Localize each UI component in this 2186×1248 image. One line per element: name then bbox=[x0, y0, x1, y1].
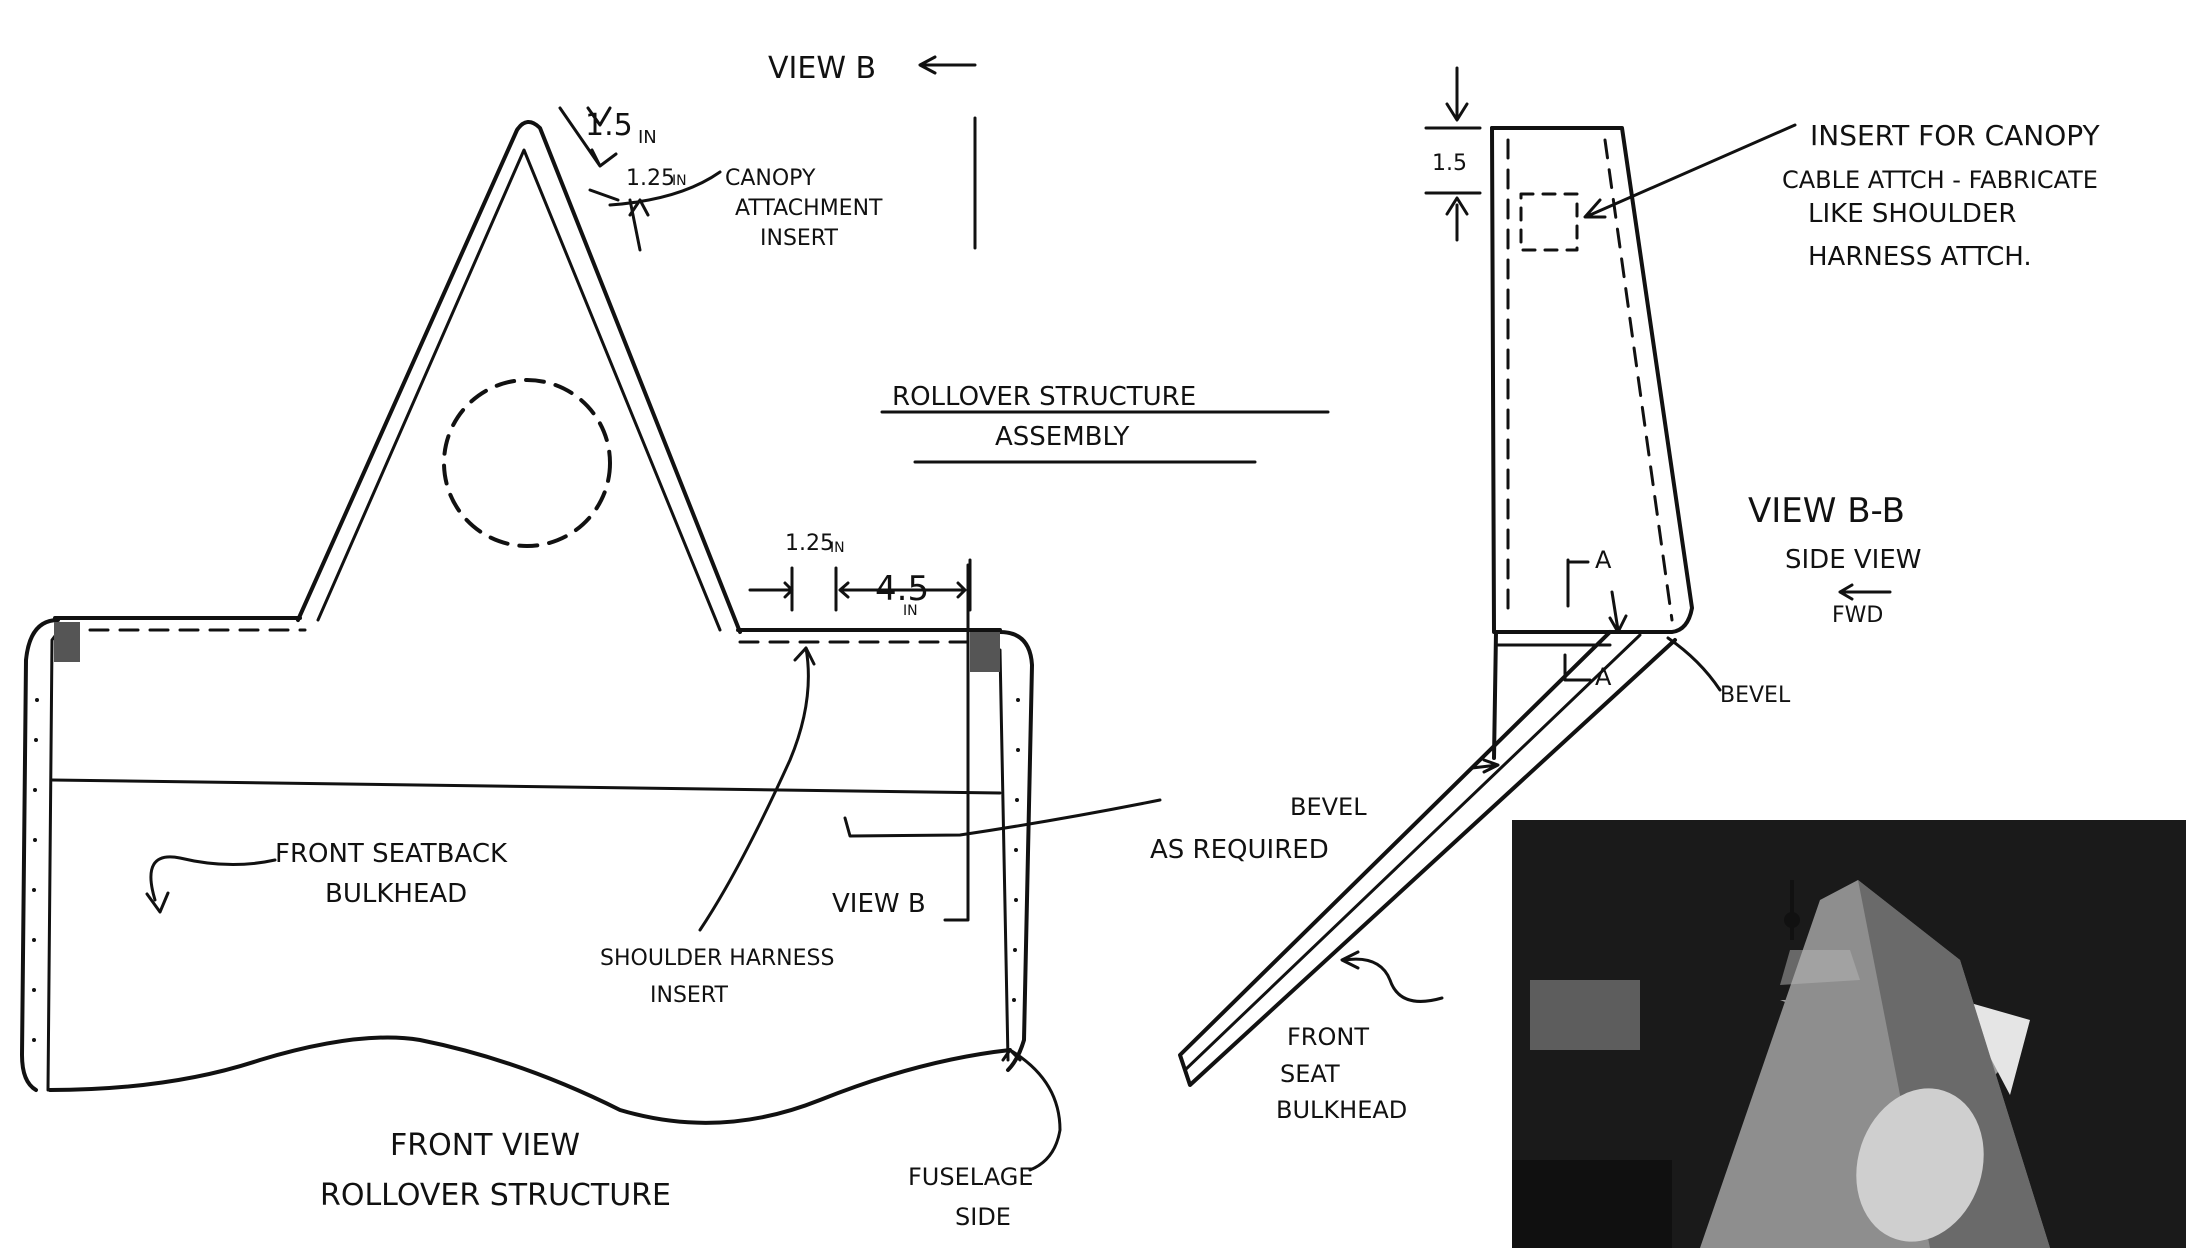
dim-1-25-top-arrow bbox=[588, 188, 650, 252]
view-b-section-line-lower bbox=[943, 563, 970, 922]
side-post-outline bbox=[1490, 126, 1694, 760]
dim-1-25-bottom-label: 1.25 bbox=[785, 531, 834, 556]
assembly-title-line-2: ASSEMBLY bbox=[995, 422, 1130, 452]
front-view bbox=[20, 55, 1330, 1172]
seatback-leader bbox=[149, 855, 277, 902]
front-seat-line-2: SEAT bbox=[1280, 1060, 1340, 1088]
fwd-arrow bbox=[1838, 583, 1892, 601]
bevel-label: BEVEL bbox=[1720, 683, 1791, 708]
photo-inset bbox=[1512, 820, 2186, 1248]
labels: VIEW B 1.5 IN 1.25 IN CANOPY ATTACHMENT … bbox=[275, 51, 2101, 1231]
section-a-bottom-label: A bbox=[1595, 663, 1612, 691]
side-view-caption-2: SIDE VIEW bbox=[1785, 545, 1921, 575]
dim-4-5-label: 4.5 bbox=[875, 569, 929, 609]
bevel-required-line-1: BEVEL bbox=[1290, 793, 1367, 821]
fuselage-side-left bbox=[20, 618, 60, 1092]
canopy-insert-line-3: INSERT bbox=[760, 226, 838, 251]
section-a-top-label: A bbox=[1595, 546, 1612, 574]
front-seatback-line-2: BULKHEAD bbox=[325, 879, 467, 909]
view-b-top-label: VIEW B bbox=[768, 51, 876, 86]
shoulder-harness-leader bbox=[698, 646, 810, 932]
rollover-triangle-inner bbox=[316, 148, 722, 632]
dim-1-25-bottom-unit: IN bbox=[830, 540, 845, 556]
assembly-title-line-1: ROLLOVER STRUCTURE bbox=[892, 382, 1196, 412]
canopy-insert-line-1: CANOPY bbox=[725, 166, 816, 191]
fuselage-leader bbox=[1008, 1048, 1062, 1172]
fuselage-side-right bbox=[998, 630, 1034, 1072]
front-seat-leader bbox=[1343, 957, 1444, 1003]
view-b-arrow-top bbox=[918, 55, 977, 75]
front-view-caption-2: ROLLOVER STRUCTURE bbox=[320, 1178, 671, 1213]
canopy-cable-line-1: INSERT FOR CANOPY bbox=[1810, 119, 2101, 152]
side-view bbox=[1178, 66, 1892, 1087]
seat-line bbox=[50, 778, 1002, 795]
canopy-leader bbox=[608, 170, 722, 207]
fuselage-side-line-1: FUSELAGE bbox=[908, 1163, 1033, 1191]
bevel-required-leader bbox=[1470, 758, 1500, 774]
shoulder-harness-line-2: INSERT bbox=[650, 983, 728, 1008]
dim-1-25-top-unit: IN bbox=[672, 173, 687, 189]
dim-1-5-unit: IN bbox=[638, 127, 657, 148]
canopy-cable-line-4: HARNESS ATTCH. bbox=[1808, 242, 2032, 272]
bevel-required-line-2: AS REQUIRED bbox=[1150, 835, 1329, 865]
canopy-cable-line-3: LIKE SHOULDER bbox=[1808, 199, 2016, 229]
rollover-triangle-outer bbox=[296, 120, 742, 634]
fwd-label: FWD bbox=[1832, 603, 1883, 628]
section-a-arrow bbox=[1608, 590, 1628, 634]
bulkhead-bottom-edge bbox=[48, 1035, 1012, 1125]
front-seat-line-1: FRONT bbox=[1287, 1023, 1369, 1051]
wood-block-right bbox=[970, 632, 1000, 672]
section-a-mark-bottom bbox=[1563, 653, 1592, 682]
front-seat-line-3: BULKHEAD bbox=[1276, 1096, 1407, 1124]
side-post-dash-right bbox=[1603, 138, 1674, 622]
canopy-cable-line-2: CABLE ATTCH - FABRICATE bbox=[1782, 166, 2098, 194]
front-seatback-line-1: FRONT SEATBACK bbox=[275, 839, 508, 869]
dim-bottom-ticks bbox=[748, 558, 972, 612]
seat-leader bbox=[843, 798, 1162, 838]
bevel-leader bbox=[1666, 636, 1722, 692]
canopy-cable-insert bbox=[1519, 192, 1579, 252]
canopy-insert-line-2: ATTACHMENT bbox=[735, 196, 883, 221]
canopy-cable-leader bbox=[1583, 123, 1797, 219]
side-dim-1-5 bbox=[1424, 66, 1482, 242]
dim-1-5-label: 1.5 bbox=[585, 108, 633, 143]
section-a-mark-top bbox=[1566, 558, 1590, 608]
lightening-hole bbox=[442, 378, 612, 548]
side-dim-1-5-label: 1.5 bbox=[1432, 151, 1467, 176]
front-view-caption-1: FRONT VIEW bbox=[390, 1128, 580, 1163]
fuselage-side-line-2: SIDE bbox=[955, 1203, 1011, 1231]
view-b-side-label: VIEW B bbox=[832, 889, 926, 919]
side-view-caption-1: VIEW B-B bbox=[1748, 491, 1905, 531]
side-post-left-edge bbox=[1490, 126, 1496, 634]
dim-4-5-unit: IN bbox=[903, 603, 918, 619]
seat-bulkhead-diagonal-inner bbox=[1183, 633, 1642, 1072]
wood-block-left bbox=[54, 622, 80, 662]
dim-1-5-arrow bbox=[558, 106, 618, 168]
dim-1-25-top-label: 1.25 bbox=[626, 166, 675, 191]
shoulder-harness-line-1: SHOULDER HARNESS bbox=[600, 946, 834, 971]
